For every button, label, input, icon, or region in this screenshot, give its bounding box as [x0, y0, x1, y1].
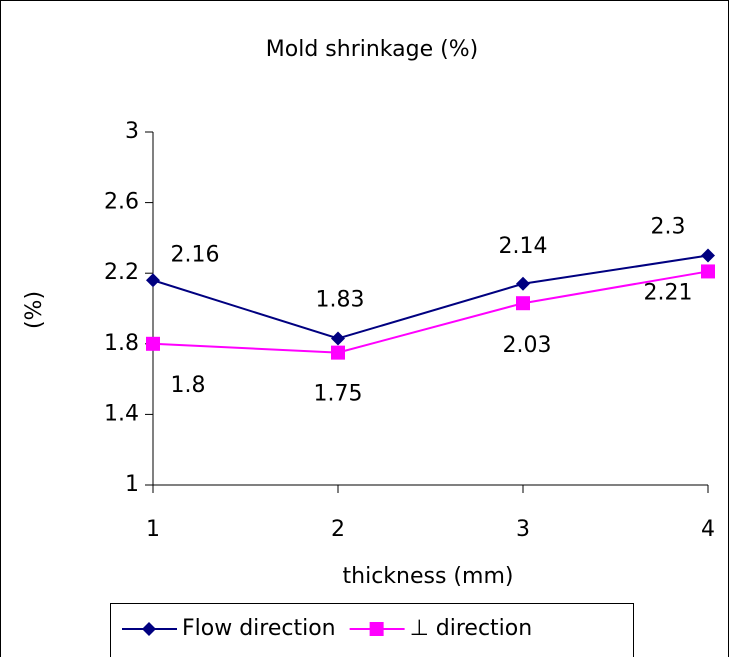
data-label: 1.83 [316, 288, 365, 313]
data-point [516, 296, 530, 311]
y-tick-label: 1 [125, 472, 139, 497]
y-tick-label: 2.2 [104, 260, 139, 285]
data-point [146, 336, 160, 351]
data-label: 2.14 [499, 234, 548, 259]
data-point [331, 331, 345, 346]
data-point [701, 264, 715, 279]
x-tick-label: 2 [331, 517, 345, 542]
series-line [152, 270, 709, 354]
data-label: 2.16 [171, 242, 220, 267]
y-tick-label: 3 [125, 119, 139, 144]
data-label: 1.8 [171, 373, 206, 398]
series-line [152, 254, 709, 340]
x-axis-label: thickness (mm) [343, 564, 514, 589]
x-tick-label: 4 [701, 517, 715, 542]
data-label: 1.75 [314, 382, 363, 407]
data-label: 2.03 [503, 333, 552, 358]
data-point [701, 248, 715, 263]
data-point [516, 276, 530, 291]
x-tick-label: 1 [146, 517, 160, 542]
data-label: 2.3 [651, 215, 686, 240]
x-tick-label: 3 [516, 517, 530, 542]
data-label: 2.21 [644, 280, 693, 305]
y-tick-label: 2.6 [104, 190, 139, 215]
chart-title: Mold shrinkage (%) [266, 37, 478, 62]
legend-label: Flow direction [182, 616, 336, 641]
legend-marker [142, 622, 156, 636]
data-point [146, 273, 160, 288]
y-tick-label: 1.4 [104, 401, 139, 426]
data-point [331, 345, 345, 360]
y-axis-label: (%) [22, 291, 47, 329]
y-tick-label: 1.8 [104, 331, 139, 356]
legend-label: ⊥ direction [410, 616, 533, 641]
legend-marker [369, 622, 384, 636]
